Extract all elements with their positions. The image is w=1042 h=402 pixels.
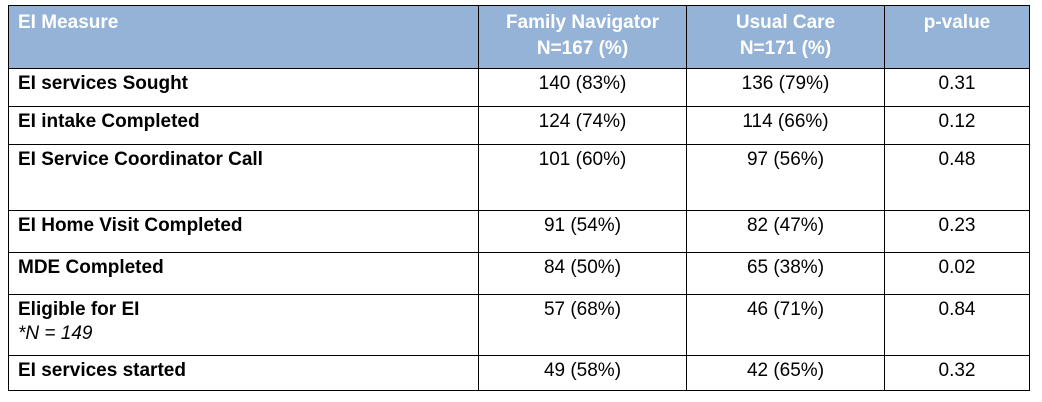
row-p-value: 0.23 [884, 210, 1030, 253]
row-measure: EI Home Visit Completed [8, 210, 479, 253]
table-row: EI intake Completed 124 (74%) 114 (66%) … [8, 106, 1030, 145]
ei-measures-table: EI Measure Family Navigator N=167 (%) Us… [8, 5, 1030, 391]
row-usual-care-value: 114 (66%) [686, 106, 885, 145]
row-family-navigator-value: 84 (50%) [478, 252, 687, 295]
table-row: EI Home Visit Completed 91 (54%) 82 (47%… [8, 210, 1030, 253]
row-usual-care-value: 65 (38%) [686, 252, 885, 295]
row-family-navigator-value: 57 (68%) [478, 294, 687, 356]
row-measure: Eligible for EI [18, 299, 140, 320]
row-usual-care-value: 46 (71%) [686, 294, 885, 356]
row-footnote: *N = 149 [18, 323, 93, 344]
header-family-navigator: Family Navigator N=167 (%) [478, 5, 687, 69]
row-usual-care-value: 97 (56%) [686, 144, 885, 211]
row-measure: EI services Sought [8, 68, 479, 107]
table-header-row: EI Measure Family Navigator N=167 (%) Us… [8, 5, 1030, 69]
row-family-navigator-value: 91 (54%) [478, 210, 687, 253]
row-measure: MDE Completed [8, 252, 479, 295]
row-p-value: 0.12 [884, 106, 1030, 145]
table-row: EI Service Coordinator Call 101 (60%) 97… [8, 144, 1030, 211]
row-p-value: 0.31 [884, 68, 1030, 107]
row-family-navigator-value: 124 (74%) [478, 106, 687, 145]
table-row: EI services started 49 (58%) 42 (65%) 0.… [8, 355, 1030, 391]
row-usual-care-value: 136 (79%) [686, 68, 885, 107]
row-measure: EI intake Completed [8, 106, 479, 145]
row-p-value: 0.84 [884, 294, 1030, 356]
header-family-navigator-n: N=167 (%) [536, 38, 629, 59]
row-usual-care-value: 42 (65%) [686, 355, 885, 391]
header-p-value: p-value [884, 5, 1030, 69]
table-row: Eligible for EI *N = 149 57 (68%) 46 (71… [8, 294, 1030, 356]
row-usual-care-value: 82 (47%) [686, 210, 885, 253]
row-family-navigator-value: 140 (83%) [478, 68, 687, 107]
table-row: EI services Sought 140 (83%) 136 (79%) 0… [8, 68, 1030, 107]
row-family-navigator-value: 49 (58%) [478, 355, 687, 391]
header-usual-care-n: N=171 (%) [739, 38, 832, 59]
header-family-navigator-label: Family Navigator [505, 12, 660, 33]
ei-measures-table-container: EI Measure Family Navigator N=167 (%) Us… [8, 5, 1030, 391]
header-usual-care-label: Usual Care [735, 12, 836, 33]
row-measure: EI services started [8, 355, 479, 391]
row-p-value: 0.48 [884, 144, 1030, 211]
table-row: MDE Completed 84 (50%) 65 (38%) 0.02 [8, 252, 1030, 295]
header-ei-measure: EI Measure [8, 5, 479, 69]
row-measure: EI Service Coordinator Call [8, 144, 479, 211]
row-measure-cell: Eligible for EI *N = 149 [8, 294, 479, 356]
header-usual-care: Usual Care N=171 (%) [686, 5, 885, 69]
row-p-value: 0.32 [884, 355, 1030, 391]
row-family-navigator-value: 101 (60%) [478, 144, 687, 211]
row-p-value: 0.02 [884, 252, 1030, 295]
